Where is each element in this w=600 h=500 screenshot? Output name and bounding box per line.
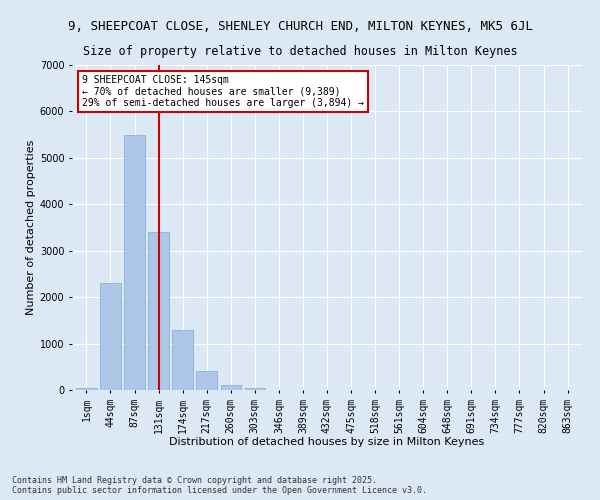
Text: Contains HM Land Registry data © Crown copyright and database right 2025.
Contai: Contains HM Land Registry data © Crown c… <box>12 476 427 495</box>
Y-axis label: Number of detached properties: Number of detached properties <box>26 140 35 315</box>
Bar <box>172 330 193 390</box>
Bar <box>245 388 265 390</box>
Bar <box>196 372 217 390</box>
Bar <box>221 386 241 390</box>
Bar <box>76 388 97 390</box>
X-axis label: Distribution of detached houses by size in Milton Keynes: Distribution of detached houses by size … <box>169 437 485 447</box>
Text: 9, SHEEPCOAT CLOSE, SHENLEY CHURCH END, MILTON KEYNES, MK5 6JL: 9, SHEEPCOAT CLOSE, SHENLEY CHURCH END, … <box>67 20 533 33</box>
Bar <box>124 134 145 390</box>
Text: Size of property relative to detached houses in Milton Keynes: Size of property relative to detached ho… <box>83 45 517 58</box>
Text: 9 SHEEPCOAT CLOSE: 145sqm
← 70% of detached houses are smaller (9,389)
29% of se: 9 SHEEPCOAT CLOSE: 145sqm ← 70% of detac… <box>82 74 364 108</box>
Bar <box>100 283 121 390</box>
Bar <box>148 232 169 390</box>
